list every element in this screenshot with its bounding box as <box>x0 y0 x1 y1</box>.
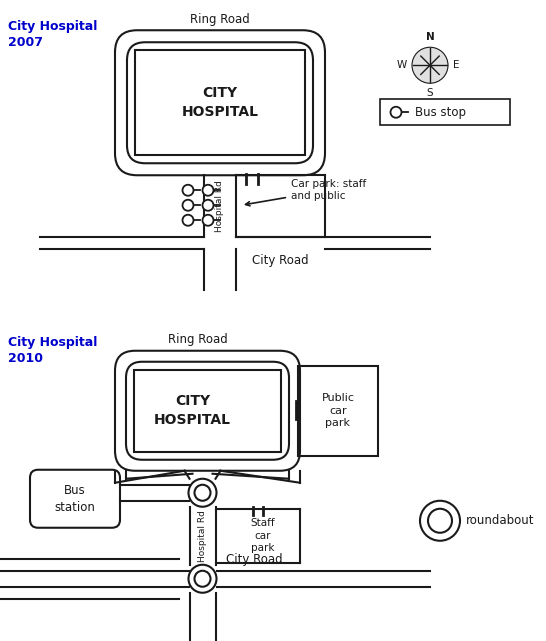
Text: N: N <box>426 32 435 42</box>
Bar <box>135 50 305 155</box>
Circle shape <box>390 107 401 118</box>
Text: Staff
car
park: Staff car park <box>251 519 275 553</box>
Circle shape <box>182 185 193 196</box>
Circle shape <box>428 509 452 533</box>
Text: E: E <box>453 60 460 71</box>
Circle shape <box>203 185 213 196</box>
Text: Bus stop: Bus stop <box>415 106 466 119</box>
Text: S: S <box>426 88 434 98</box>
Text: Ring Road: Ring Road <box>168 333 227 345</box>
Circle shape <box>412 47 448 83</box>
Text: Car park: staff
and public: Car park: staff and public <box>246 179 366 206</box>
Bar <box>380 99 510 125</box>
Text: CITY
HOSPITAL: CITY HOSPITAL <box>181 86 258 119</box>
Circle shape <box>203 215 213 226</box>
Text: W: W <box>397 60 407 71</box>
Circle shape <box>182 215 193 226</box>
Circle shape <box>194 485 211 501</box>
Text: Hospital Rd: Hospital Rd <box>216 180 224 232</box>
Circle shape <box>188 479 217 507</box>
Text: roundabout: roundabout <box>466 514 535 528</box>
Circle shape <box>194 570 211 587</box>
Circle shape <box>420 501 460 541</box>
Text: City Road: City Road <box>227 553 283 566</box>
Circle shape <box>188 565 217 593</box>
Bar <box>298 366 378 456</box>
Text: Ring Road: Ring Road <box>190 13 250 26</box>
Text: Bus
station: Bus station <box>55 484 96 513</box>
Text: City Road: City Road <box>252 254 308 267</box>
Text: CITY
HOSPITAL: CITY HOSPITAL <box>154 394 231 428</box>
Circle shape <box>182 200 193 211</box>
Text: Hospital Rd: Hospital Rd <box>198 510 207 562</box>
Bar <box>134 370 281 452</box>
Text: City Hospital
2007: City Hospital 2007 <box>8 21 97 49</box>
Circle shape <box>203 200 213 211</box>
Text: City Hospital
2010: City Hospital 2010 <box>8 336 97 365</box>
Text: Public
car
park: Public car park <box>322 394 354 428</box>
